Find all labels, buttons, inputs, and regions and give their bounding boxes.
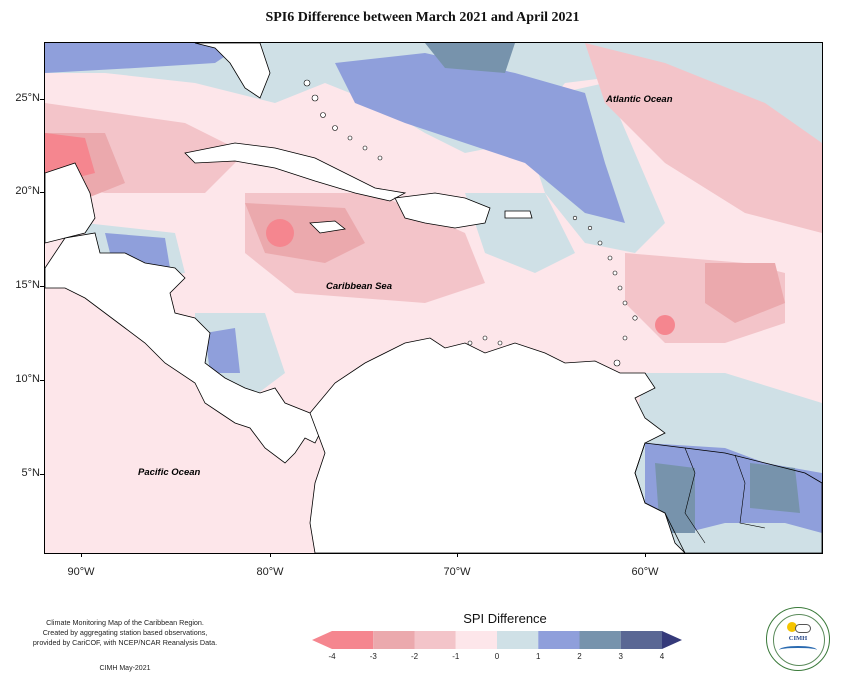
lat-label-10n: 10°N (15, 373, 40, 385)
legend-arrow-left (312, 631, 332, 649)
lon-label-90w: 90°W (67, 566, 95, 578)
field-m3-east (705, 263, 785, 323)
legend-tick-label: -4 (328, 652, 336, 661)
lon-label-70w: 70°W (443, 566, 471, 578)
lat-tick (40, 286, 44, 287)
cimh-logo: CIMH (766, 607, 830, 671)
field-p2-suriname (750, 463, 800, 513)
legend-tick-label: -3 (369, 652, 377, 661)
legend-swatch (579, 631, 621, 649)
field-p1-north (335, 53, 625, 223)
field-m4-barbados (655, 315, 675, 335)
land-south-america (309, 337, 686, 553)
label-pacific-ocean: Pacific Ocean (138, 467, 201, 478)
lat-label-25n: 25°N (15, 92, 40, 104)
border-suriname (734, 454, 766, 529)
lat-tick (40, 380, 44, 381)
field-m3-cayman (245, 203, 365, 263)
land-lesser-antilles (467, 215, 638, 367)
field-p1-nw (45, 43, 245, 73)
lat-label-5n: 5°N (21, 467, 40, 479)
field-m4-cayman (266, 219, 294, 247)
credit-line-2: Created by aggregating station based obs… (42, 628, 208, 637)
legend-tick-label: 3 (618, 652, 623, 661)
field-p2-north (425, 43, 515, 73)
lat-label-15n: 15°N (15, 279, 40, 291)
lon-tick (270, 553, 271, 557)
legend-swatch (332, 631, 374, 649)
legend-swatch (538, 631, 580, 649)
legend-swatch (414, 631, 456, 649)
land-puerto-rico (504, 210, 533, 219)
land-cuba (184, 142, 407, 202)
spi-map-canvas (45, 43, 822, 553)
lon-label-80w: 80°W (256, 566, 284, 578)
field-p1-panama (205, 328, 240, 373)
credit-line-3: provided by CariCOF, with NCEP/NCAR Rean… (32, 638, 218, 647)
lat-tick (40, 99, 44, 100)
legend-swatch (373, 631, 415, 649)
cloud-icon (795, 624, 811, 633)
land-jamaica (309, 220, 346, 234)
field-m2-atlantic (585, 43, 822, 233)
lat-tick (40, 474, 44, 475)
land-guianas (634, 442, 822, 553)
legend-tick-label: 4 (659, 652, 665, 661)
credit-line-1: Climate Monitoring Map of the Caribbean … (46, 618, 204, 627)
map-title: SPI6 Difference between March 2021 and A… (265, 10, 580, 25)
legend-tick-label: 1 (536, 652, 541, 661)
legend-swatch (455, 631, 497, 649)
legend-swatch (620, 631, 662, 649)
cimh-logo-ring (773, 614, 825, 666)
lon-label-60w: 60°W (631, 566, 659, 578)
legend-title: SPI Difference (463, 611, 547, 626)
credit-date: CIMH May-2021 (99, 665, 151, 672)
sun-icon (787, 622, 797, 632)
legend-tick-label: 2 (577, 652, 582, 661)
lat-tick (40, 192, 44, 193)
lon-tick (81, 553, 82, 557)
legend-tick-label: -2 (410, 652, 419, 661)
land-yucatan (45, 162, 96, 244)
legend-arrow-right (662, 631, 682, 649)
field-p0-hispaniola (465, 193, 575, 273)
label-atlantic-ocean: Atlantic Ocean (606, 94, 673, 105)
credit-text: Climate Monitoring Map of the Caribbean … (10, 618, 240, 648)
legend-swatch (497, 631, 539, 649)
legend-colorbar (312, 631, 682, 649)
spi-map (44, 42, 823, 554)
land-bahamas (303, 79, 383, 161)
lat-label-20n: 20°N (15, 185, 40, 197)
waves-icon (779, 646, 817, 654)
legend-tick-label: 0 (494, 652, 500, 661)
legend-tick-label: -1 (452, 652, 460, 661)
label-caribbean-sea: Caribbean Sea (326, 281, 392, 292)
land-hispaniola (394, 192, 491, 229)
border-guyana (684, 447, 706, 544)
land-florida (194, 43, 271, 99)
lon-tick (645, 553, 646, 557)
lon-tick (457, 553, 458, 557)
cimh-logo-text: CIMH (788, 635, 808, 642)
